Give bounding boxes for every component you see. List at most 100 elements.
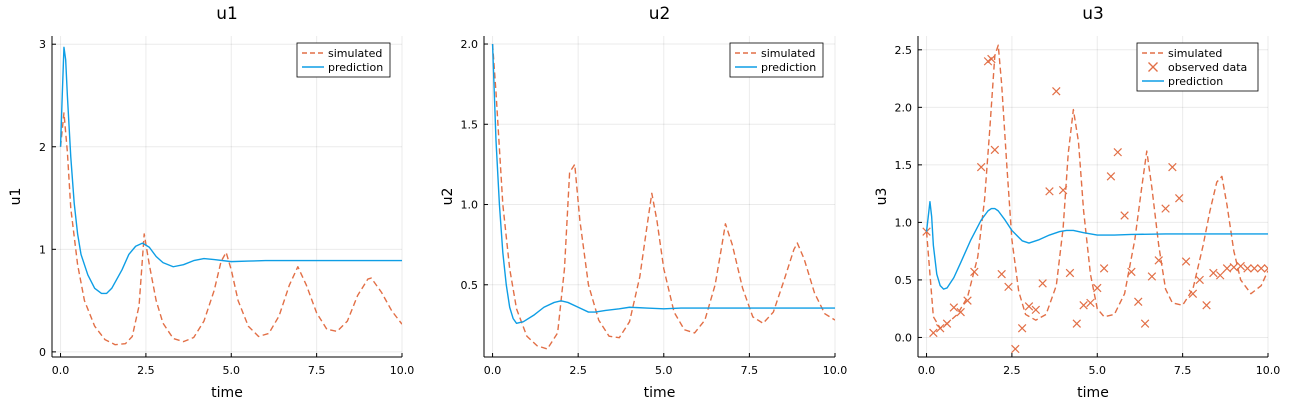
legend-label: prediction — [1168, 75, 1223, 88]
marker-stroke — [1222, 264, 1232, 273]
x-tick-label: 10.0 — [390, 364, 415, 377]
marker-stroke — [1215, 271, 1225, 280]
x-tick-label: 5.0 — [1089, 364, 1107, 377]
observed-data-marker — [970, 267, 979, 277]
x-tick-label: 0.0 — [484, 364, 502, 377]
x-tick-label: 2.5 — [1003, 364, 1021, 377]
marker-stroke — [922, 227, 931, 236]
marker-stroke — [942, 319, 952, 328]
observed-data-marker — [1134, 297, 1143, 306]
observed-data-marker — [1215, 271, 1225, 280]
y-axis-label: u3 — [874, 188, 890, 206]
observed-data-marker — [987, 54, 996, 64]
marker-stroke — [1147, 272, 1157, 281]
y-tick-label: 1.5 — [895, 159, 913, 172]
marker-stroke — [1229, 263, 1239, 272]
observed-data-marker — [990, 145, 1000, 155]
plot-area — [491, 43, 835, 350]
series-line-simulated — [491, 43, 835, 350]
x-tick-label: 5.0 — [655, 364, 673, 377]
marker-stroke — [1106, 172, 1116, 181]
observed-data-marker — [1024, 302, 1034, 311]
series-line-prediction — [491, 43, 835, 324]
observed-data-marker — [1093, 283, 1102, 293]
marker-stroke — [1058, 185, 1068, 195]
y-tick-label: 0.5 — [895, 274, 913, 287]
marker-stroke — [1127, 267, 1136, 277]
observed-data-marker — [956, 307, 965, 317]
marker-stroke — [1154, 256, 1163, 265]
observed-data-marker — [1263, 264, 1268, 273]
observed-data-marker — [1052, 87, 1061, 96]
marker-stroke — [970, 267, 979, 277]
observed-data-marker — [1017, 324, 1027, 333]
marker-stroke — [1236, 261, 1245, 271]
legend-label: observed data — [1168, 61, 1247, 74]
observed-data-marker — [1147, 272, 1157, 281]
observed-data-marker — [1181, 257, 1191, 266]
chart-title: u3 — [1082, 4, 1104, 24]
y-axis-label: u1 — [8, 188, 24, 206]
marker-stroke — [929, 328, 938, 338]
observed-data-marker — [1161, 204, 1170, 213]
series-line-simulated — [59, 112, 402, 346]
legend-label: prediction — [328, 61, 383, 74]
y-tick-label: 2.0 — [895, 101, 913, 114]
observed-data-marker — [1229, 263, 1239, 272]
y-tick-label: 0.5 — [461, 279, 479, 292]
observed-data-marker — [1011, 344, 1020, 354]
marker-stroke — [1113, 147, 1122, 157]
series-line-simulated — [925, 44, 1268, 329]
plot-area — [922, 44, 1268, 354]
marker-stroke — [1250, 264, 1259, 273]
observed-data-marker — [1113, 147, 1122, 157]
observed-data-marker — [1004, 282, 1013, 292]
marker-stroke — [1263, 267, 1268, 273]
x-tick-label: 0.0 — [52, 364, 70, 377]
marker-stroke — [1017, 324, 1027, 333]
y-tick-label: 1.0 — [895, 216, 913, 229]
marker-stroke — [949, 303, 959, 312]
observed-data-marker — [997, 269, 1006, 279]
observed-data-marker — [1140, 319, 1150, 328]
observed-data-marker — [1045, 187, 1054, 196]
plot-area — [59, 46, 402, 346]
marker-stroke — [1072, 319, 1082, 328]
y-tick-label: 2.0 — [461, 38, 479, 51]
x-axis-label: time — [211, 385, 243, 400]
marker-stroke — [1140, 319, 1150, 328]
marker-stroke — [1202, 301, 1211, 310]
marker-stroke — [956, 307, 965, 317]
observed-data-marker — [1099, 264, 1109, 273]
observed-data-marker — [1202, 301, 1211, 310]
observed-data-marker — [1038, 279, 1047, 288]
observed-data-marker — [1120, 211, 1129, 220]
observed-data-marker — [1058, 185, 1068, 195]
observed-data-marker — [1154, 256, 1163, 265]
legend-box — [729, 42, 824, 78]
observed-data-marker — [1072, 319, 1082, 328]
series-line-prediction — [59, 46, 402, 295]
marker-stroke — [1004, 282, 1013, 292]
marker-stroke — [976, 162, 986, 172]
subplot-u3: 0.0 2.5 5.0 7.5 10.0 0.0 0.5 1.0 1.5 2.0 2.5 u3 time… — [874, 4, 1280, 400]
legend-label: simulated — [761, 47, 815, 60]
observed-data-marker — [1243, 264, 1252, 273]
y-tick-label: 2 — [39, 141, 46, 154]
observed-data-marker — [976, 162, 986, 172]
marker-stroke — [1168, 162, 1177, 172]
marker-stroke — [1161, 204, 1170, 213]
marker-stroke — [987, 54, 996, 64]
observed-data-marker — [1188, 289, 1198, 298]
x-tick-label: 10.0 — [1256, 364, 1281, 377]
marker-stroke — [1086, 298, 1095, 308]
y-tick-label: 2.5 — [895, 44, 913, 57]
x-tick-label: 7.5 — [308, 364, 326, 377]
x-axis-label: time — [644, 385, 676, 400]
chart-title: u1 — [216, 4, 238, 24]
subplot-u2: 0.0 2.5 5.0 7.5 10.0 0.5 1.0 1.5 2.0 u2 time u2 simu… — [440, 4, 847, 400]
y-tick-label: 0.0 — [895, 331, 913, 344]
